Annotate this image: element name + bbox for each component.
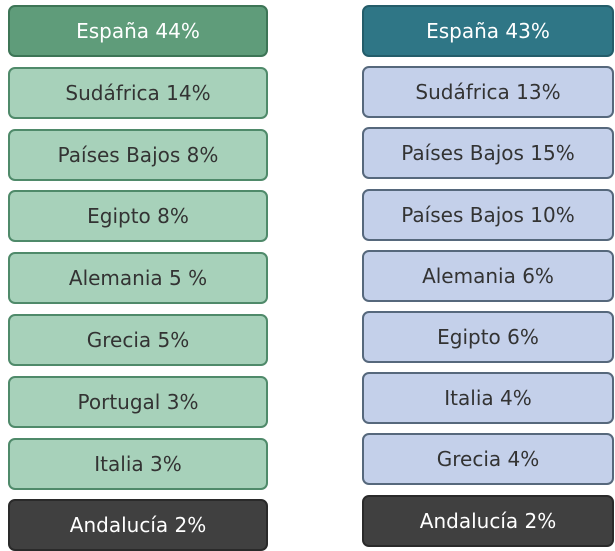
rank-box: España 44% bbox=[8, 5, 268, 57]
rank-box: Egipto 6% bbox=[362, 311, 614, 363]
rank-box: Portugal 3% bbox=[8, 375, 268, 428]
rank-box: Italia 3% bbox=[8, 437, 268, 490]
rank-box: Sudáfrica 13% bbox=[362, 66, 614, 119]
rank-box: Grecia 4% bbox=[362, 433, 614, 486]
rank-box: Italia 4% bbox=[362, 372, 614, 425]
rank-box: Andalucía 2% bbox=[362, 494, 614, 547]
rank-box: Países Bajos 10% bbox=[362, 188, 614, 241]
rank-box: Egipto 8% bbox=[8, 190, 268, 243]
rank-box: Andalucía 2% bbox=[8, 499, 268, 551]
rank-box: Países Bajos 15% bbox=[362, 127, 614, 180]
rank-box: Alemania 5 % bbox=[8, 252, 268, 305]
rank-box: Alemania 6% bbox=[362, 249, 614, 302]
rank-box: Sudáfrica 14% bbox=[8, 66, 268, 119]
rank-box: Grecia 5% bbox=[8, 314, 268, 366]
rank-box: Países Bajos 8% bbox=[8, 128, 268, 181]
rank-box: España 43% bbox=[362, 5, 614, 57]
